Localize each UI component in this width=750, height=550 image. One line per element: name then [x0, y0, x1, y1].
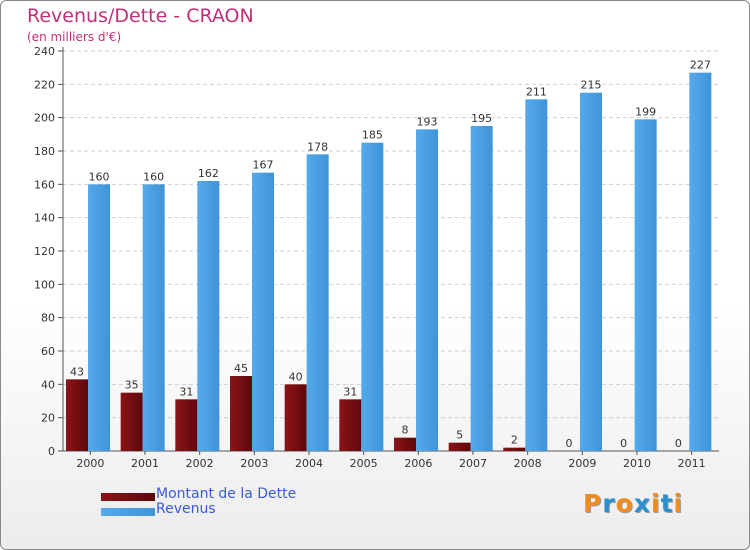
y-tick-label: 240 — [34, 45, 55, 58]
bar-revenus — [197, 181, 220, 451]
bar-dette — [284, 384, 307, 451]
y-tick-label: 100 — [34, 278, 55, 291]
data-label-revenus: 211 — [526, 85, 547, 98]
data-label-dette: 0 — [620, 437, 627, 450]
data-label-dette: 43 — [70, 365, 84, 378]
bar-dette — [503, 447, 526, 451]
y-tick-label: 200 — [34, 112, 55, 125]
bar-revenus — [416, 129, 438, 452]
y-tick-label: 120 — [34, 245, 55, 258]
data-label-revenus: 167 — [253, 159, 274, 172]
legend-label-dette: Montant de la Dette — [156, 486, 297, 502]
proxiti-logo: Proxiti — [583, 489, 684, 518]
bar-dette — [339, 399, 362, 451]
legend-label-revenus: Revenus — [156, 501, 216, 517]
y-tick-label: 140 — [34, 212, 55, 225]
y-tick-label: 40 — [41, 378, 55, 391]
x-tick-label: 2006 — [404, 457, 432, 470]
bar-revenus — [361, 142, 384, 451]
bar-dette — [230, 376, 252, 451]
y-tick-label: 80 — [41, 312, 55, 325]
y-tick-label: 180 — [34, 145, 55, 158]
data-label-dette: 0 — [675, 437, 682, 450]
bar-revenus — [634, 119, 657, 451]
data-label-dette: 45 — [234, 362, 248, 375]
x-tick-label: 2000 — [76, 457, 104, 470]
x-tick-label: 2010 — [623, 457, 651, 470]
chart-title: Revenus/Dette - CRAON — [27, 5, 254, 27]
y-tick-label: 160 — [34, 178, 55, 191]
data-label-revenus: 199 — [635, 105, 656, 118]
data-label-revenus: 195 — [471, 112, 492, 125]
x-tick-label: 2009 — [568, 457, 596, 470]
data-label-revenus: 178 — [307, 140, 328, 153]
data-label-dette: 31 — [179, 385, 193, 398]
legend-swatch-dette — [101, 493, 155, 501]
y-tick-label: 0 — [48, 445, 55, 458]
bar-revenus — [470, 126, 493, 451]
data-label-revenus: 185 — [362, 129, 383, 142]
data-label-dette: 2 — [511, 434, 518, 447]
data-label-dette: 5 — [456, 429, 463, 442]
x-tick-label: 2002 — [186, 457, 214, 470]
data-label-revenus: 160 — [89, 170, 110, 183]
legend-swatch-revenus — [101, 508, 155, 516]
data-label-revenus: 215 — [581, 79, 602, 92]
data-label-dette: 40 — [289, 370, 303, 383]
x-tick-label: 2005 — [350, 457, 378, 470]
data-label-revenus: 227 — [690, 59, 711, 72]
bar-dette — [175, 399, 198, 451]
bar-revenus — [689, 72, 712, 452]
bar-revenus — [580, 92, 602, 452]
bar-revenus — [142, 184, 165, 452]
bar-dette — [394, 437, 416, 451]
x-tick-label: 2003 — [240, 457, 268, 470]
data-label-revenus: 162 — [198, 167, 219, 180]
bar-revenus — [306, 154, 329, 452]
bar-revenus — [525, 99, 548, 451]
x-tick-label: 2011 — [678, 457, 706, 470]
y-tick-label: 20 — [41, 412, 55, 425]
bar-dette — [120, 392, 143, 451]
bar-dette — [448, 442, 471, 451]
bar-revenus — [88, 184, 110, 452]
bar-revenus — [252, 172, 274, 451]
data-label-dette: 0 — [566, 437, 573, 450]
y-tick-label: 220 — [34, 78, 55, 91]
x-tick-label: 2001 — [131, 457, 159, 470]
data-label-revenus: 193 — [417, 115, 438, 128]
x-tick-label: 2008 — [514, 457, 542, 470]
data-label-dette: 35 — [125, 379, 139, 392]
y-tick-label: 60 — [41, 345, 55, 358]
data-label-revenus: 160 — [143, 170, 164, 183]
x-tick-label: 2007 — [459, 457, 487, 470]
data-label-dette: 8 — [402, 424, 409, 437]
x-tick-label: 2004 — [295, 457, 323, 470]
bar-dette — [66, 379, 88, 451]
chart-subtitle: (en milliers d'€) — [27, 30, 122, 44]
data-label-dette: 31 — [343, 385, 357, 398]
